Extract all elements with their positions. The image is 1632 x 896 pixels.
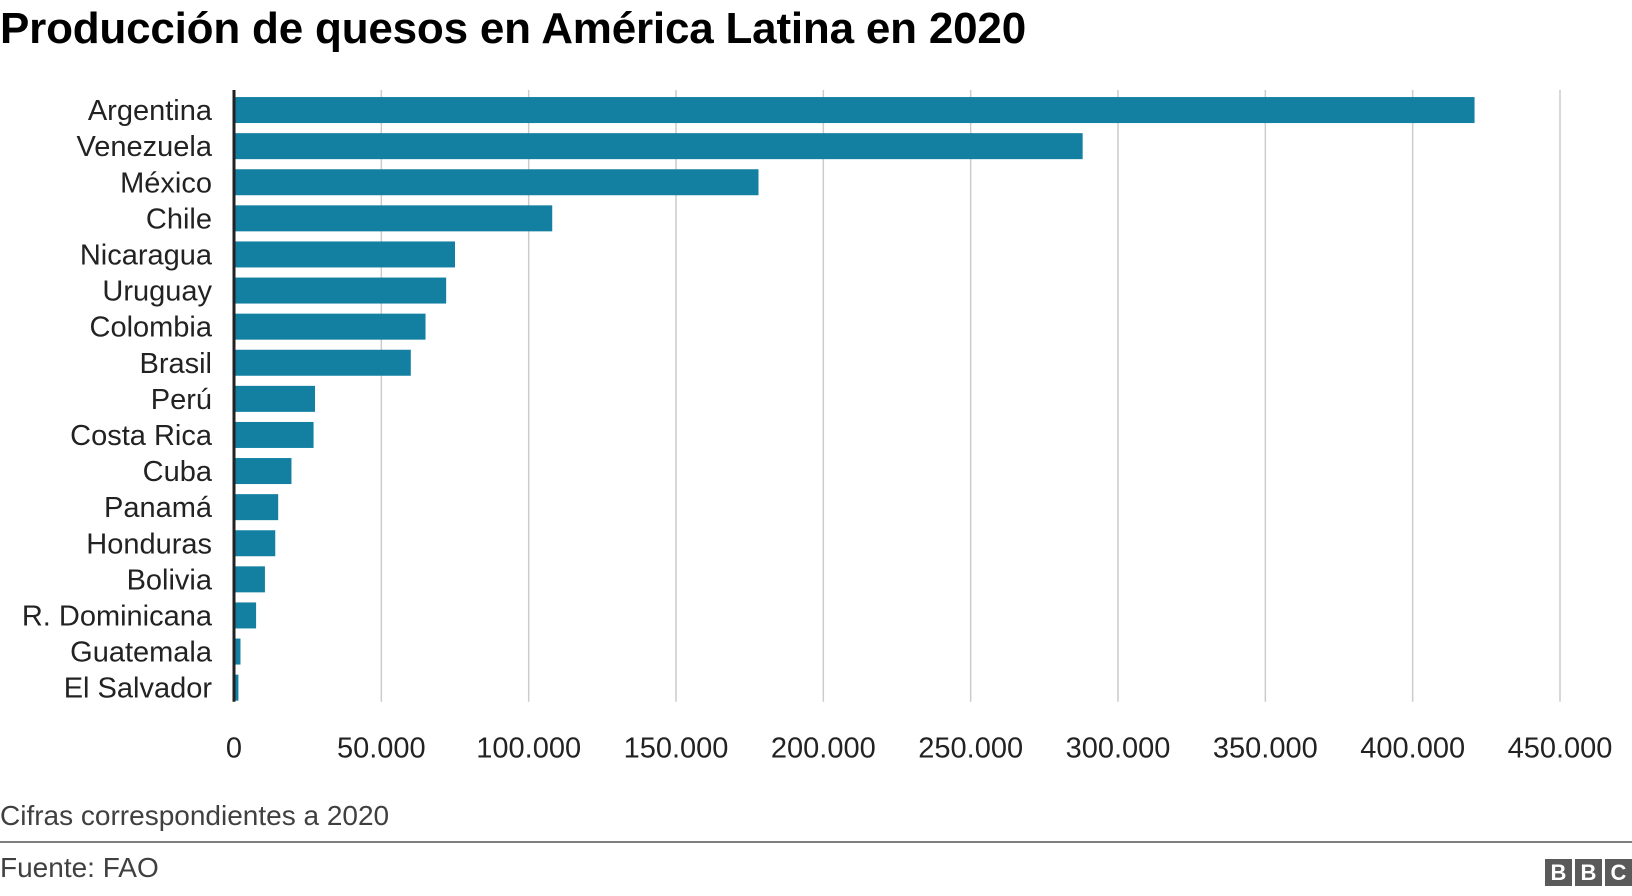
category-label: Venezuela [77,131,213,163]
x-tick-label: 50.000 [337,733,426,760]
bbc-logo: B B C [1545,859,1632,886]
x-tick-label: 250.000 [918,733,1023,760]
chart-note: Cifras correspondientes a 2020 [0,800,390,831]
x-tick-label: 150.000 [624,733,729,760]
x-tick-label: 400.000 [1360,733,1465,760]
logo-letter: B [1575,859,1602,886]
bar [234,169,759,196]
category-label: Brasil [139,348,212,380]
x-tick-label: 350.000 [1213,733,1318,760]
bar [234,385,316,412]
bar [234,494,279,521]
category-label: El Salvador [64,673,213,705]
bar [234,349,411,376]
x-tick-label: 200.000 [771,733,876,760]
category-label: Honduras [86,528,212,560]
category-label: Perú [151,384,212,416]
bar-chart: Argentina Venezuela México Chile Nicaragua Ur… [22,90,1613,760]
x-tick-label: 450.000 [1508,733,1613,760]
category-label: R. Dominicana [22,600,213,632]
bar [234,421,314,448]
category-label: Nicaragua [80,239,213,271]
category-label: México [120,167,212,199]
footer-divider [0,841,1632,843]
logo-letter: C [1605,859,1632,886]
bar [234,97,1475,124]
x-tick-label: 100.000 [476,733,581,760]
category-label: Guatemala [70,637,213,669]
category-label: Costa Rica [70,420,213,452]
category-label: Cuba [143,456,213,488]
bar [234,277,447,304]
bar [234,241,455,268]
category-label: Chile [146,203,212,235]
bar [234,566,265,593]
bar [234,530,276,557]
x-tick-label: 300.000 [1066,733,1171,760]
chart-title: Producción de quesos en América Latina e… [0,4,1026,53]
bar [234,602,257,629]
category-label: Bolivia [127,564,213,596]
bar [234,313,426,340]
category-label: Argentina [88,95,213,127]
source-text: Fuente: FAO [0,852,159,883]
logo-letter: B [1545,859,1572,886]
x-tick-label: 0 [226,733,242,760]
bar [234,638,241,665]
bar [234,205,553,232]
category-label: Panamá [104,492,213,524]
category-label: Colombia [90,312,213,344]
bar [234,674,239,701]
bar [234,133,1083,160]
category-label: Uruguay [102,276,212,308]
bar [234,458,292,485]
